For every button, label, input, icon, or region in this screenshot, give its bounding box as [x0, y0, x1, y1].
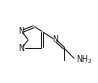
- Text: N: N: [52, 35, 58, 44]
- Text: N: N: [19, 44, 24, 53]
- Text: N: N: [19, 27, 24, 36]
- Text: NH$_2$: NH$_2$: [76, 54, 92, 66]
